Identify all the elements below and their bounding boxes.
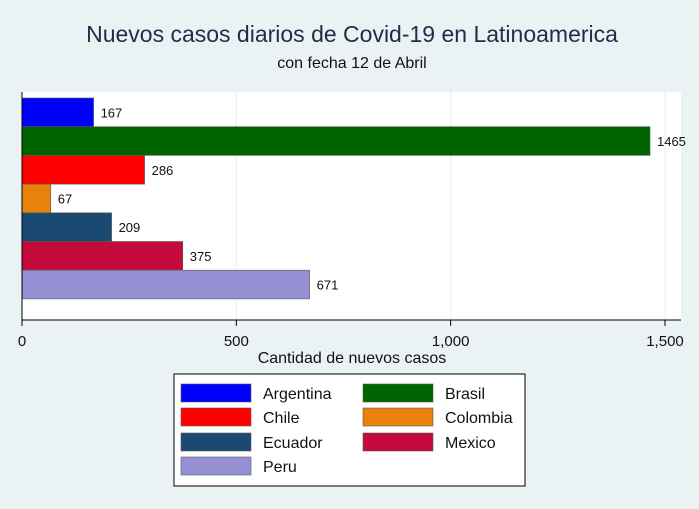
data-label-chile: 286 <box>152 163 174 178</box>
legend-swatch-brasil <box>362 383 434 403</box>
data-label-argentina: 167 <box>101 105 123 120</box>
chart-subtitle: con fecha 12 de Abril <box>277 55 426 72</box>
legend-swatch-chile <box>180 407 252 427</box>
legend-swatch-argentina <box>180 383 252 403</box>
legend-label-ecuador: Ecuador <box>263 435 323 452</box>
x-tick-label: 500 <box>224 333 249 350</box>
bars <box>21 97 651 300</box>
legend-label-chile: Chile <box>263 410 300 427</box>
data-label-brasil: 1465 <box>657 134 686 149</box>
legend-label-brasil: Brasil <box>445 386 485 403</box>
legend-swatch-ecuador <box>180 432 252 452</box>
legend-label-mexico: Mexico <box>445 435 496 452</box>
bar-chile <box>21 155 145 185</box>
bar-ecuador <box>21 212 112 242</box>
bar-brasil <box>21 126 651 156</box>
legend-label-peru: Peru <box>263 459 297 476</box>
legend-swatch-peru <box>180 456 252 476</box>
x-ticks: 0 500 1,000 1,500 <box>18 320 684 350</box>
legend-label-argentina: Argentina <box>263 386 332 403</box>
bar-mexico <box>21 241 184 271</box>
legend: Argentina Brasil Chile Colombia Ecuador Mexic… <box>180 383 513 476</box>
data-label-ecuador: 209 <box>119 220 141 235</box>
bar-peru <box>21 269 310 300</box>
data-label-colombia: 67 <box>58 191 72 206</box>
bar-argentina <box>21 97 94 128</box>
x-tick-label: 0 <box>18 333 26 350</box>
chart-title: Nuevos casos diarios de Covid-19 en Lati… <box>86 21 618 47</box>
x-tick-label: 1,500 <box>646 333 684 350</box>
legend-swatch-colombia <box>362 407 434 427</box>
value-labels: 167 1465 286 67 209 375 671 <box>58 105 686 292</box>
legend-label-colombia: Colombia <box>445 410 513 427</box>
data-label-peru: 671 <box>317 278 339 293</box>
bar-colombia <box>21 183 52 214</box>
data-label-mexico: 375 <box>190 249 212 264</box>
legend-swatch-mexico <box>362 432 434 452</box>
x-axis-title: Cantidad de nuevos casos <box>258 350 447 367</box>
x-tick-label: 1,000 <box>432 333 470 350</box>
